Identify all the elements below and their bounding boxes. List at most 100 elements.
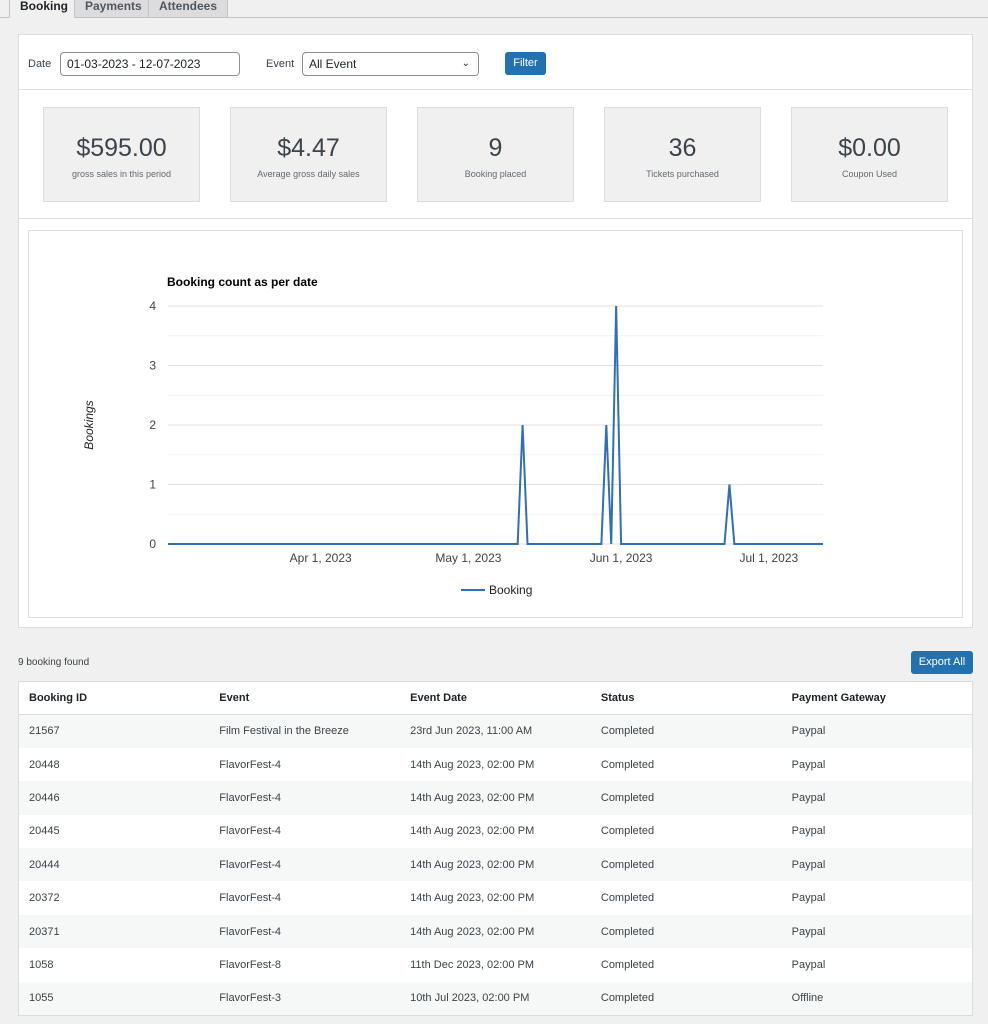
stat-card: 36 Tickets purchased bbox=[604, 107, 761, 202]
tab-booking[interactable]: Booking bbox=[9, 0, 79, 18]
bookings-table: Booking ID Event Event Date Status Payment G… bbox=[18, 681, 973, 1016]
chart-title: Booking count as per date bbox=[167, 275, 318, 289]
table-cell: 14th Aug 2023, 02:00 PM bbox=[400, 881, 591, 915]
table-row[interactable]: 1058 FlavorFest-8 11th Dec 2023, 02:00 PM C… bbox=[18, 948, 973, 982]
stat-label: Booking placed bbox=[464, 169, 527, 179]
table-cell: Paypal bbox=[781, 848, 973, 882]
table-cell: Paypal bbox=[781, 914, 973, 949]
filter-button[interactable]: Filter bbox=[505, 52, 546, 75]
table-cell: 14th Aug 2023, 02:00 PM bbox=[400, 914, 591, 949]
table-cell: FlavorFest-4 bbox=[209, 814, 401, 849]
column-header: Status bbox=[590, 681, 782, 715]
table-row[interactable]: 21567 Film Festival in the Breeze 23rd Jun… bbox=[18, 714, 973, 748]
report-panel: Date 01-03-2023 - 12-07-2023 Event All E… bbox=[18, 34, 973, 628]
table-cell: FlavorFest-4 bbox=[209, 781, 401, 815]
table-cell: Film Festival in the Breeze bbox=[209, 714, 401, 748]
table-row[interactable]: 20446 FlavorFest-4 14th Aug 2023, 02:00 PM… bbox=[18, 781, 973, 815]
table-cell: 20448 bbox=[18, 747, 210, 782]
table-cell: Completed bbox=[590, 881, 782, 915]
table-cell: Paypal bbox=[781, 948, 973, 982]
y-tick-label: 1 bbox=[149, 478, 156, 492]
table-cell: Offline bbox=[781, 981, 973, 1016]
table-cell: Completed bbox=[590, 814, 782, 849]
table-cell: Paypal bbox=[781, 881, 973, 915]
table-cell: Completed bbox=[590, 747, 782, 782]
y-axis-label: Bookings bbox=[82, 400, 96, 449]
stats-row: $595.00 gross sales in this period $4.47 Av… bbox=[19, 90, 972, 219]
table-cell: 1058 bbox=[18, 948, 210, 982]
tab-attendees[interactable]: Attendees bbox=[148, 0, 229, 18]
event-select[interactable]: All Event ⌄ bbox=[302, 52, 479, 76]
stat-label: Coupon Used bbox=[841, 169, 898, 179]
table-cell: FlavorFest-4 bbox=[209, 747, 401, 782]
table-cell: 14th Aug 2023, 02:00 PM bbox=[400, 747, 591, 782]
table-cell: 20371 bbox=[18, 914, 210, 949]
table-cell: FlavorFest-8 bbox=[209, 948, 401, 982]
column-header: Booking ID bbox=[18, 681, 210, 715]
table-cell: Completed bbox=[590, 948, 782, 982]
legend-label: Booking bbox=[489, 583, 532, 597]
stat-card: $0.00 Coupon Used bbox=[791, 107, 948, 202]
table-cell: 20444 bbox=[18, 848, 210, 882]
tab-bar: Booking Payments Attendees bbox=[0, 0, 988, 18]
table-cell: 20445 bbox=[18, 814, 210, 849]
table-cell: 14th Aug 2023, 02:00 PM bbox=[400, 781, 591, 815]
table-cell: FlavorFest-4 bbox=[209, 881, 401, 915]
table-cell: 20446 bbox=[18, 781, 210, 815]
table-row[interactable]: 20372 FlavorFest-4 14th Aug 2023, 02:00 PM… bbox=[18, 881, 973, 915]
table-cell: 20372 bbox=[18, 881, 210, 915]
stat-card: $4.47 Average gross daily sales bbox=[230, 107, 387, 202]
y-tick-label: 4 bbox=[149, 299, 156, 313]
table-cell: Paypal bbox=[781, 747, 973, 782]
stat-value: 9 bbox=[488, 134, 503, 162]
table-cell: Completed bbox=[590, 914, 782, 949]
table-row[interactable]: 20448 FlavorFest-4 14th Aug 2023, 02:00 PM… bbox=[18, 747, 973, 782]
stat-value: $0.00 bbox=[838, 134, 901, 162]
date-label: Date bbox=[28, 58, 52, 70]
table-cell: Paypal bbox=[781, 714, 973, 748]
table-cell: Paypal bbox=[781, 781, 973, 815]
chart-svg: 0 1 2 3 4 Apr 1, 2023 May 1, 2023 Jun 1, 2023 Ju… bbox=[82, 275, 823, 597]
table-cell: Completed bbox=[590, 714, 782, 748]
table-cell: 21567 bbox=[18, 714, 210, 748]
chevron-down-icon: ⌄ bbox=[461, 58, 470, 69]
table-cell: 23rd Jun 2023, 11:00 AM bbox=[400, 714, 591, 748]
x-tick-label: Jun 1, 2023 bbox=[590, 551, 653, 565]
stat-label: Average gross daily sales bbox=[257, 169, 360, 179]
stat-card: $595.00 gross sales in this period bbox=[43, 107, 200, 202]
stat-label: gross sales in this period bbox=[71, 169, 172, 179]
table-cell: 10th Jul 2023, 02:00 PM bbox=[400, 981, 591, 1016]
table-cell: 1055 bbox=[18, 981, 210, 1016]
table-row[interactable]: 1055 FlavorFest-3 10th Jul 2023, 02:00 PM C… bbox=[18, 981, 973, 1016]
event-select-value: All Event bbox=[309, 57, 357, 71]
table-row[interactable]: 20371 FlavorFest-4 14th Aug 2023, 02:00 PM… bbox=[18, 914, 973, 949]
table-cell: 14th Aug 2023, 02:00 PM bbox=[400, 848, 591, 882]
x-tick-label: May 1, 2023 bbox=[435, 551, 501, 565]
tab-payments[interactable]: Payments bbox=[74, 0, 153, 18]
table-cell: 14th Aug 2023, 02:00 PM bbox=[400, 814, 591, 849]
table-cell: Completed bbox=[590, 981, 782, 1016]
column-header: Event bbox=[209, 681, 401, 715]
column-header: Event Date bbox=[400, 681, 591, 715]
table-row[interactable]: 20445 FlavorFest-4 14th Aug 2023, 02:00 PM… bbox=[18, 814, 973, 849]
table-cell: FlavorFest-3 bbox=[209, 981, 401, 1016]
table-cell: 11th Dec 2023, 02:00 PM bbox=[400, 948, 591, 982]
table-cell: Paypal bbox=[781, 814, 973, 849]
x-tick-label: Jul 1, 2023 bbox=[739, 551, 798, 565]
table-cell: FlavorFest-4 bbox=[209, 914, 401, 949]
stat-value: $595.00 bbox=[76, 134, 167, 162]
table-row[interactable]: 20444 FlavorFest-4 14th Aug 2023, 02:00 PM… bbox=[18, 848, 973, 882]
y-tick-label: 0 bbox=[149, 537, 156, 551]
stat-card: 9 Booking placed bbox=[417, 107, 574, 202]
stat-value: 36 bbox=[668, 134, 697, 162]
y-tick-label: 3 bbox=[149, 359, 156, 373]
table-cell: FlavorFest-4 bbox=[209, 848, 401, 882]
filter-bar: Date 01-03-2023 - 12-07-2023 Event All E… bbox=[19, 35, 972, 90]
event-label: Event bbox=[266, 58, 295, 70]
export-all-button[interactable]: Export All bbox=[911, 651, 973, 674]
y-tick-label: 2 bbox=[149, 418, 156, 432]
table-header: Booking ID Event Event Date Status Payment G… bbox=[18, 681, 973, 715]
date-range-input[interactable]: 01-03-2023 - 12-07-2023 bbox=[60, 52, 240, 76]
stat-label: Tickets purchased bbox=[646, 169, 719, 179]
x-tick-label: Apr 1, 2023 bbox=[290, 551, 352, 565]
